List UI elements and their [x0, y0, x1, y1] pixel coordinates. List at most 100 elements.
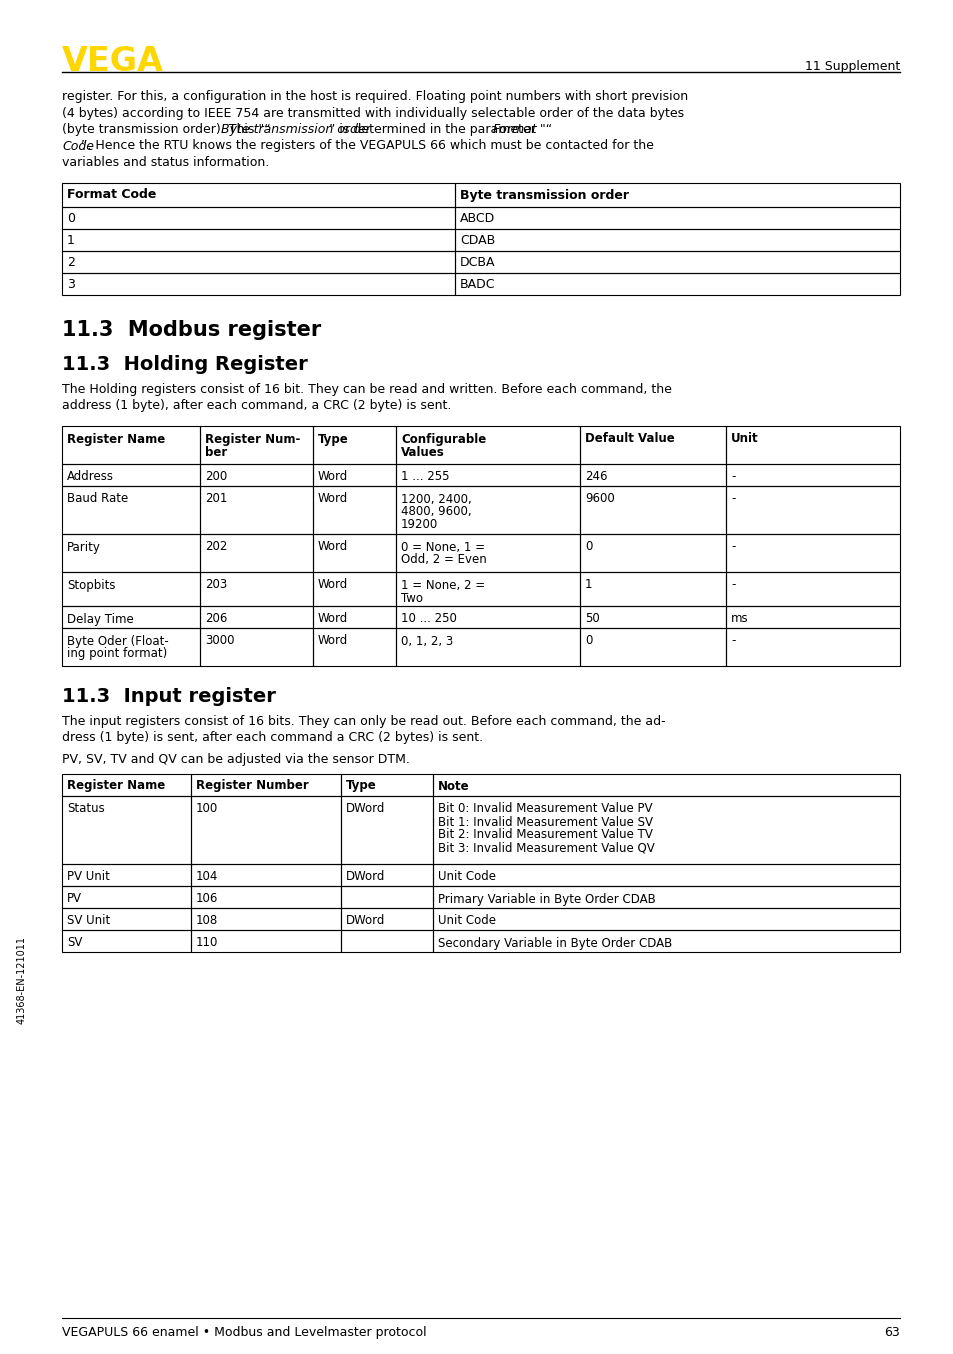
Bar	[725, 627, 899, 666]
Bar	[433, 929, 899, 952]
Text: ber: ber	[205, 447, 227, 459]
Text: ABCD: ABCD	[459, 213, 495, 226]
Bar	[200, 627, 313, 666]
Text: PV Unit: PV Unit	[67, 871, 110, 884]
Text: SV: SV	[67, 937, 82, 949]
Bar	[62, 571, 200, 605]
Bar	[725, 533, 899, 571]
Text: -: -	[730, 470, 735, 483]
Bar	[395, 571, 579, 605]
Bar	[395, 425, 579, 463]
Text: 0 = None, 1 =: 0 = None, 1 =	[400, 540, 484, 554]
Text: 0: 0	[67, 213, 75, 226]
Text: 10 ... 250: 10 ... 250	[400, 612, 456, 626]
Text: ” is determined in the parameter "“: ” is determined in the parameter "“	[329, 123, 551, 135]
Bar	[340, 929, 433, 952]
Bar	[579, 533, 725, 571]
Bar	[340, 886, 433, 907]
Bar	[433, 864, 899, 886]
Text: Unit: Unit	[730, 432, 758, 445]
Bar	[62, 773, 191, 796]
Text: Byte transmission order: Byte transmission order	[459, 188, 628, 202]
Bar	[313, 463, 395, 486]
Bar	[200, 605, 313, 627]
Text: Type: Type	[346, 780, 376, 792]
Text: 4800, 9600,: 4800, 9600,	[400, 505, 471, 519]
Text: Byte transmission order: Byte transmission order	[221, 123, 371, 135]
Text: Odd, 2 = Even: Odd, 2 = Even	[400, 554, 486, 566]
Bar	[200, 463, 313, 486]
Bar	[579, 627, 725, 666]
Text: (byte transmission order). This "“: (byte transmission order). This "“	[62, 123, 271, 135]
Text: Default Value: Default Value	[584, 432, 674, 445]
Bar	[725, 571, 899, 605]
Bar	[340, 796, 433, 864]
Bar	[62, 627, 200, 666]
Text: Primary Variable in Byte Order CDAB: Primary Variable in Byte Order CDAB	[437, 892, 655, 906]
Bar	[62, 605, 200, 627]
Text: 9600: 9600	[584, 493, 614, 505]
Bar	[433, 773, 899, 796]
Bar	[200, 425, 313, 463]
Text: 11 Supplement: 11 Supplement	[804, 60, 899, 73]
Text: Format Code: Format Code	[67, 188, 156, 202]
Bar	[62, 796, 191, 864]
Text: Code: Code	[62, 139, 94, 153]
Bar	[579, 605, 725, 627]
Text: Register Name: Register Name	[67, 432, 165, 445]
Bar	[455, 272, 899, 295]
Text: Register Number: Register Number	[195, 780, 309, 792]
Bar	[191, 773, 340, 796]
Bar	[455, 250, 899, 272]
Bar	[395, 627, 579, 666]
Text: Word: Word	[317, 540, 348, 554]
Text: 106: 106	[195, 892, 218, 906]
Bar	[395, 463, 579, 486]
Bar	[62, 425, 200, 463]
Bar	[725, 605, 899, 627]
Bar	[62, 864, 191, 886]
Bar	[62, 486, 200, 533]
Text: Baud Rate: Baud Rate	[67, 493, 128, 505]
Text: 201: 201	[205, 493, 227, 505]
Bar	[433, 907, 899, 929]
Text: Word: Word	[317, 578, 348, 592]
Text: DWord: DWord	[346, 803, 385, 815]
Text: 0: 0	[584, 540, 592, 554]
Text: (4 bytes) according to IEEE 754 are transmitted with individually selectable ord: (4 bytes) according to IEEE 754 are tran…	[62, 107, 683, 119]
Text: Address: Address	[67, 470, 113, 483]
Text: 202: 202	[205, 540, 227, 554]
Bar	[62, 907, 191, 929]
Bar	[62, 207, 455, 229]
Text: 104: 104	[195, 871, 218, 884]
Text: Stopbits: Stopbits	[67, 578, 115, 592]
Bar	[62, 886, 191, 907]
Bar	[191, 929, 340, 952]
Text: variables and status information.: variables and status information.	[62, 156, 269, 169]
Text: ”. Hence the RTU knows the registers of the VEGAPULS 66 which must be contacted : ”. Hence the RTU knows the registers of …	[81, 139, 653, 153]
Text: Register Num-: Register Num-	[205, 432, 300, 445]
Text: Register Name: Register Name	[67, 780, 165, 792]
Text: DWord: DWord	[346, 914, 385, 927]
Text: Status: Status	[67, 803, 105, 815]
Bar	[725, 486, 899, 533]
Bar	[191, 796, 340, 864]
Bar	[313, 533, 395, 571]
Bar	[455, 229, 899, 250]
Text: DWord: DWord	[346, 871, 385, 884]
Text: Two: Two	[400, 592, 422, 604]
Text: 0, 1, 2, 3: 0, 1, 2, 3	[400, 635, 453, 647]
Bar	[579, 425, 725, 463]
Text: -: -	[730, 635, 735, 647]
Bar	[62, 929, 191, 952]
Text: 206: 206	[205, 612, 227, 626]
Text: Word: Word	[317, 612, 348, 626]
Bar	[395, 486, 579, 533]
Bar	[395, 533, 579, 571]
Text: Byte Oder (Float-: Byte Oder (Float-	[67, 635, 169, 647]
Text: 11.3  Input register: 11.3 Input register	[62, 688, 275, 707]
Text: 108: 108	[195, 914, 218, 927]
Text: DCBA: DCBA	[459, 256, 495, 269]
Bar	[313, 605, 395, 627]
Text: 1200, 2400,: 1200, 2400,	[400, 493, 471, 505]
